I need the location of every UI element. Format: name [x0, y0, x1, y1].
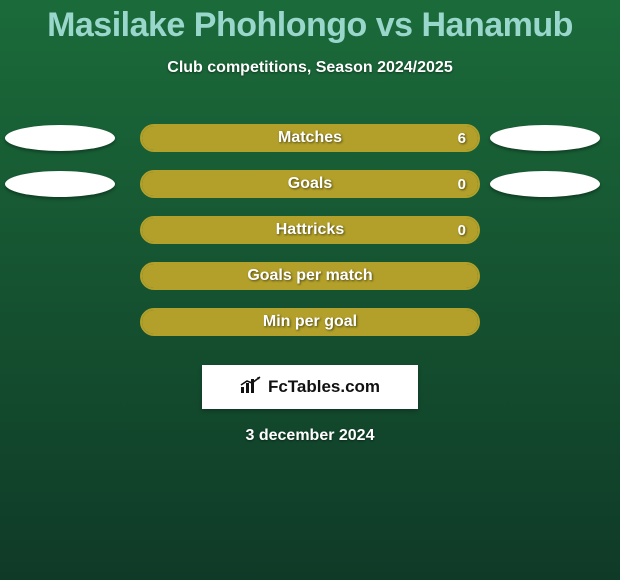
brand-badge: FcTables.com	[202, 365, 418, 409]
page-subtitle: Club competitions, Season 2024/2025	[0, 59, 620, 77]
stat-bar-fill	[142, 172, 478, 196]
stat-row: Goals per match	[0, 253, 620, 299]
right-dot-icon	[490, 171, 600, 197]
stat-row: Min per goal	[0, 299, 620, 345]
stat-bar-fill	[142, 218, 478, 242]
page-title: Masilake Phohlongo vs Hanamub	[0, 0, 620, 45]
stat-row: Goals0	[0, 161, 620, 207]
left-dot-icon	[5, 171, 115, 197]
stat-row: Hattricks0	[0, 207, 620, 253]
right-dot-icon	[490, 125, 600, 151]
stat-bar: Hattricks0	[140, 216, 480, 244]
stat-row: Matches6	[0, 115, 620, 161]
footer-date: 3 december 2024	[0, 427, 620, 445]
stat-bar: Matches6	[140, 124, 480, 152]
stats-container: Matches6 Goals0 Hattricks0 Goals per match M…	[0, 115, 620, 345]
stat-bar: Goals per match	[140, 262, 480, 290]
left-dot-icon	[5, 125, 115, 151]
stat-bar-fill	[142, 126, 478, 150]
brand-chart-icon	[240, 376, 262, 399]
brand-label: FcTables.com	[268, 377, 380, 397]
stat-bar-fill	[142, 264, 478, 288]
stat-bar: Min per goal	[140, 308, 480, 336]
stat-bar-fill	[142, 310, 478, 334]
stat-bar: Goals0	[140, 170, 480, 198]
